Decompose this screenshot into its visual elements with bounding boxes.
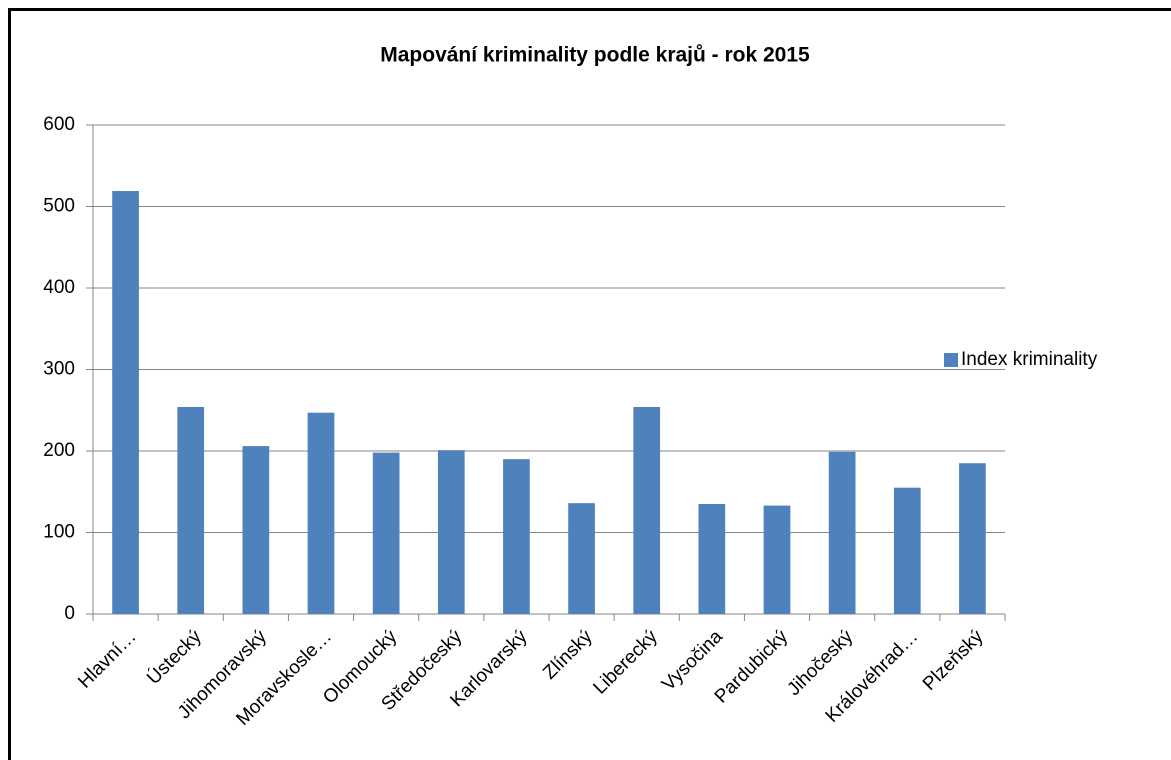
bar [633,406,661,614]
y-tick-label: 100 [43,522,75,543]
bar [503,459,530,614]
y-tick-label: 0 [64,603,75,624]
y-tick-label: 500 [43,196,75,217]
chart-frame [8,8,1171,760]
legend-label: Index kriminality [961,349,1098,370]
bar [372,452,400,614]
bar [112,191,139,614]
bar [698,503,726,614]
bar [177,406,205,614]
bar [568,503,595,614]
chart-title: Mapování kriminality podle krajů - rok 2… [380,44,810,67]
bar [307,412,335,614]
bar [959,463,986,614]
bar [242,446,270,614]
y-tick-label: 400 [43,277,75,298]
y-tick-label: 300 [43,359,75,380]
y-tick-label: 600 [43,114,75,135]
bar [828,451,856,614]
legend-swatch [944,353,958,367]
bar [437,450,465,614]
bar [893,487,921,614]
y-tick-label: 200 [43,440,75,461]
bar [763,505,791,614]
